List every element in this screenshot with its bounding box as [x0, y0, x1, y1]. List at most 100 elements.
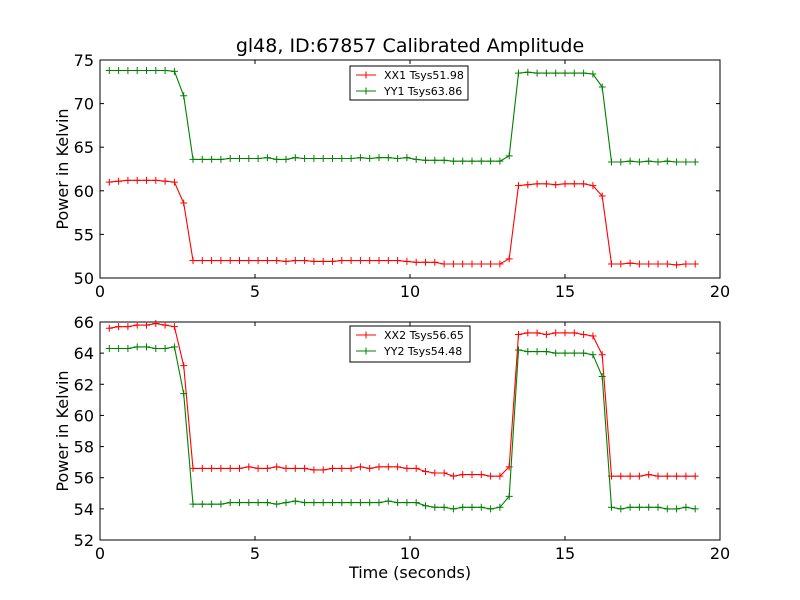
data-point: [515, 346, 522, 354]
data-point: [356, 257, 364, 265]
data-point: [217, 500, 225, 508]
data-point: [356, 463, 364, 471]
data-point: [552, 181, 560, 189]
data-point: [263, 499, 271, 507]
data-point: [589, 351, 597, 359]
data-point: [570, 329, 578, 337]
y-tick-label: 60: [74, 406, 94, 425]
data-point: [161, 177, 169, 185]
data-point: [589, 182, 597, 190]
data-point: [580, 69, 588, 77]
data-point: [115, 66, 123, 74]
data-point: [236, 155, 243, 163]
data-point: [198, 464, 206, 472]
data-point: [245, 499, 253, 507]
data-point: [589, 70, 597, 78]
data-point: [338, 257, 346, 265]
data-point: [608, 158, 615, 166]
data-point: [561, 69, 569, 77]
data-point: [524, 68, 532, 76]
data-point: [635, 472, 643, 480]
data-point: [170, 178, 178, 186]
data-point: [291, 497, 299, 505]
data-point: [152, 344, 160, 352]
data-point: [310, 155, 318, 163]
y-axis-label: Power in Kelvin: [53, 108, 72, 229]
data-point: [682, 503, 690, 511]
data-point: [143, 66, 150, 74]
data-point: [180, 92, 188, 100]
legend: XX1 Tsys51.98 YY1 Tsys63.86: [349, 65, 469, 101]
data-point: [338, 155, 346, 163]
series-line: [109, 179, 696, 266]
data-point: [477, 260, 485, 268]
data-point: [524, 348, 532, 356]
data-point: [533, 180, 541, 188]
data-point: [663, 157, 671, 165]
data-point: [673, 261, 681, 269]
data-point: [449, 157, 457, 165]
data-point: [263, 464, 271, 472]
data-point: [487, 157, 495, 165]
data-point: [617, 260, 625, 268]
y-tick-label: 60: [74, 182, 94, 201]
data-point: [561, 180, 569, 188]
data-point: [459, 503, 467, 511]
x-tick-label: 5: [250, 282, 260, 301]
data-point: [105, 324, 113, 332]
data-point: [115, 344, 123, 352]
data-point: [422, 258, 429, 266]
data-point: [105, 344, 113, 352]
y-tick-label: 58: [74, 438, 94, 457]
data-point: [691, 472, 699, 480]
data-point: [254, 257, 262, 265]
data-point: [440, 503, 448, 511]
data-point: [152, 320, 160, 328]
data-point: [208, 464, 216, 472]
data-point: [626, 157, 634, 165]
data-point: [626, 503, 634, 511]
data-point: [654, 472, 662, 480]
data-point: [226, 499, 234, 507]
data-point: [375, 257, 383, 265]
data-point: [338, 464, 346, 472]
legend-marker: [362, 347, 370, 355]
data-point: [468, 260, 476, 268]
data-point: [635, 260, 643, 268]
data-point: [422, 156, 429, 164]
data-point: [217, 464, 225, 472]
data-point: [384, 154, 392, 162]
data-point: [170, 67, 178, 75]
y-tick-label: 70: [74, 95, 94, 114]
data-point: [217, 155, 225, 163]
data-point: [263, 257, 271, 265]
data-point: [347, 499, 355, 507]
data-point: [673, 158, 681, 166]
data-point: [580, 349, 588, 357]
data-point: [236, 464, 243, 472]
data-point: [524, 181, 532, 189]
y-tick-label: 64: [74, 344, 94, 363]
data-point: [208, 257, 216, 265]
data-point: [161, 321, 169, 329]
data-point: [412, 499, 420, 507]
data-point: [375, 499, 383, 507]
data-point: [254, 464, 262, 472]
data-point: [291, 154, 299, 162]
data-point: [487, 505, 495, 513]
data-point: [663, 260, 671, 268]
data-point: [598, 373, 606, 380]
data-point: [366, 257, 374, 265]
data-point: [161, 344, 169, 352]
data-point: [124, 344, 132, 352]
data-point: [431, 469, 439, 477]
data-point: [533, 329, 541, 337]
data-point: [394, 499, 402, 507]
legend-label: YY1 Tsys63.86: [383, 85, 462, 98]
top-subplot: 0 5 10 15 20 50 55 60 65 70 75 Power in Kelvin XX1 T…: [53, 51, 730, 301]
series-line: [109, 69, 696, 163]
data-point: [570, 69, 578, 77]
data-point: [245, 463, 253, 471]
x-tick-label: 10: [400, 282, 420, 301]
